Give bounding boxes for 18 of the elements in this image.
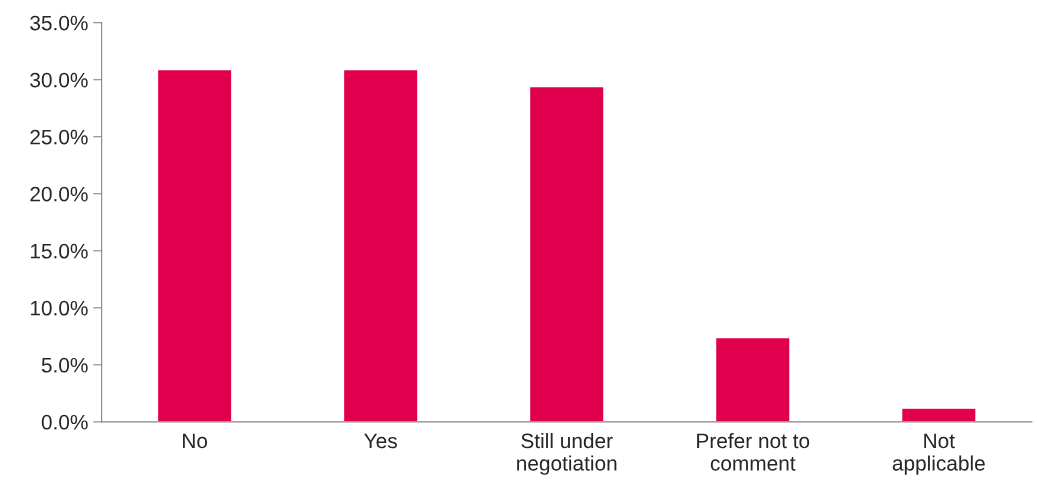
x-tick-label: Prefer not to comment [697,432,810,471]
x-tick-label: Not applicable [892,433,985,475]
y-tick-label: 20.0% [30,186,88,202]
y-tick-label: 0.0% [41,414,88,430]
y-tick-label: 5.0% [41,357,88,373]
x-tick-label: Still under negotiation [517,432,617,475]
y-tick-label: 15.0% [30,243,88,259]
bar [342,68,419,422]
y-tick-label: 25.0% [30,129,88,145]
y-tick-label: 10.0% [30,300,88,316]
bar [714,336,791,422]
bar [900,407,977,422]
x-tick-label: Yes [364,433,397,449]
bar [528,85,605,422]
y-tick-label: 30.0% [30,72,88,88]
x-tick-label: No [183,433,208,449]
bar [156,68,233,422]
y-tick-label: 35.0% [30,15,88,31]
